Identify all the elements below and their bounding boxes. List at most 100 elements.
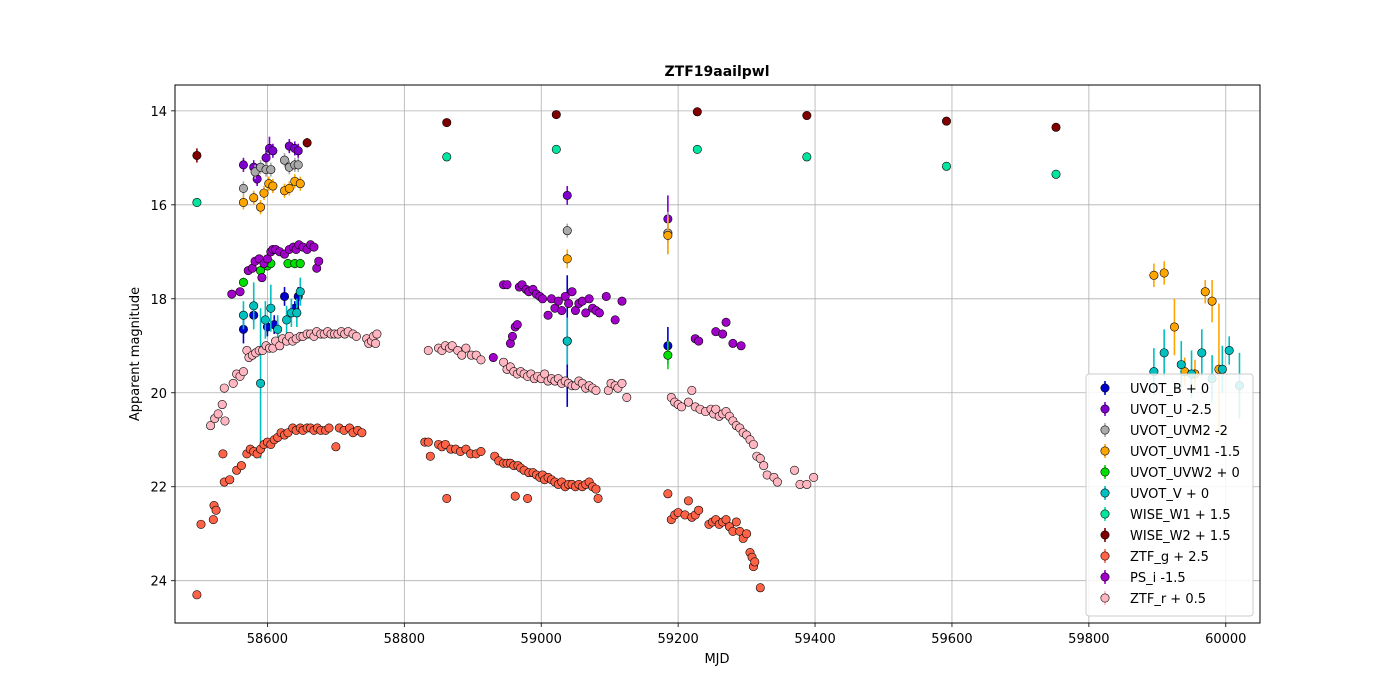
y-axis-label: Apparent magnitude <box>128 287 143 421</box>
x-tick-label: 59600 <box>931 632 972 647</box>
data-point <box>593 493 603 503</box>
data-point <box>302 138 312 148</box>
legend: UVOT_B + 0 UVOT_U -2.5 UVOT_UVM2 -2 UVOT_UV… <box>1085 373 1254 617</box>
legend-label: UVOT_V + 0 <box>1130 487 1209 502</box>
x-tick-label: 60000 <box>1205 632 1246 647</box>
data-point <box>1169 322 1179 332</box>
data-point <box>218 449 228 459</box>
data-layer <box>192 107 1244 600</box>
data-point <box>507 331 517 341</box>
legend-marker <box>1100 572 1110 582</box>
data-point <box>423 437 433 447</box>
data-point <box>238 367 248 377</box>
data-point <box>257 273 267 283</box>
plot-frame <box>174 84 1261 624</box>
data-point <box>567 287 577 297</box>
data-point <box>295 179 305 189</box>
data-point <box>1207 296 1217 306</box>
data-point <box>1197 348 1207 358</box>
data-point <box>192 150 202 160</box>
data-point <box>266 303 276 313</box>
data-point <box>423 345 433 355</box>
data-point <box>206 421 216 431</box>
axis-ticks: 58600 58800 59000 59200 59400 59600 59800 60000… <box>150 105 1246 647</box>
data-point <box>510 491 520 501</box>
data-point <box>731 517 741 527</box>
legend-label: UVOT_U -2.5 <box>1130 403 1212 418</box>
data-point <box>213 409 223 419</box>
data-point <box>238 277 248 287</box>
data-point <box>372 329 382 339</box>
legend-box <box>1085 373 1254 617</box>
legend-label: UVOT_UVM1 -1.5 <box>1130 445 1240 460</box>
data-point <box>538 294 548 304</box>
chart-title: ZTF19aailpwl <box>665 64 770 80</box>
legend-marker <box>1100 509 1110 519</box>
data-point <box>683 397 693 407</box>
data-point <box>442 493 452 503</box>
x-axis-label: MJD <box>704 652 729 667</box>
data-point <box>236 461 246 471</box>
data-point <box>259 188 269 198</box>
data-point <box>750 557 760 567</box>
x-tick-label: 59400 <box>794 632 835 647</box>
data-point <box>235 287 245 297</box>
data-point <box>742 529 752 539</box>
legend-marker <box>1100 446 1110 456</box>
data-point <box>502 280 512 290</box>
data-point <box>809 472 819 482</box>
data-point <box>694 336 704 346</box>
data-point <box>551 144 561 154</box>
legend-marker <box>1100 551 1110 561</box>
data-point <box>249 193 259 203</box>
data-point <box>772 477 782 487</box>
legend-label: PS_i -1.5 <box>1130 571 1186 586</box>
data-point <box>790 465 800 475</box>
data-point <box>249 301 259 311</box>
data-point <box>736 341 746 351</box>
data-point <box>295 259 305 269</box>
data-point <box>192 590 202 600</box>
data-point <box>268 146 278 156</box>
data-point <box>1149 270 1159 280</box>
x-tick-label: 59000 <box>521 632 562 647</box>
data-point <box>461 343 471 353</box>
data-point <box>1159 348 1169 358</box>
data-point <box>687 385 697 395</box>
data-point <box>357 428 367 438</box>
data-point <box>293 146 303 156</box>
data-point <box>594 308 604 318</box>
data-point <box>227 289 237 299</box>
data-point <box>1051 169 1061 179</box>
data-point <box>617 378 627 388</box>
data-point <box>476 355 486 365</box>
data-point <box>1051 122 1061 132</box>
legend-marker <box>1100 425 1110 435</box>
data-point <box>562 226 572 236</box>
data-point <box>622 392 632 402</box>
data-point <box>728 338 738 348</box>
y-tick-label: 14 <box>150 105 167 120</box>
data-point <box>192 197 202 207</box>
data-point <box>371 338 381 348</box>
data-point <box>512 320 522 330</box>
series-1 <box>238 136 673 243</box>
data-point <box>562 190 572 200</box>
data-point <box>553 296 563 306</box>
legend-label: UVOT_UVM2 -2 <box>1130 424 1228 439</box>
series-9 <box>227 240 746 363</box>
data-point <box>562 336 572 346</box>
data-point <box>256 202 266 212</box>
legend-label: ZTF_g + 2.5 <box>1130 550 1209 565</box>
data-point <box>295 287 305 297</box>
series-8 <box>192 423 765 600</box>
data-point <box>238 160 248 170</box>
data-point <box>266 165 276 175</box>
data-point <box>442 118 452 128</box>
data-point <box>488 353 498 363</box>
data-point <box>351 331 361 341</box>
legend-label: ZTF_r + 0.5 <box>1130 592 1206 607</box>
data-point <box>557 306 567 316</box>
data-point <box>1217 364 1227 374</box>
series-7 <box>192 107 1061 163</box>
